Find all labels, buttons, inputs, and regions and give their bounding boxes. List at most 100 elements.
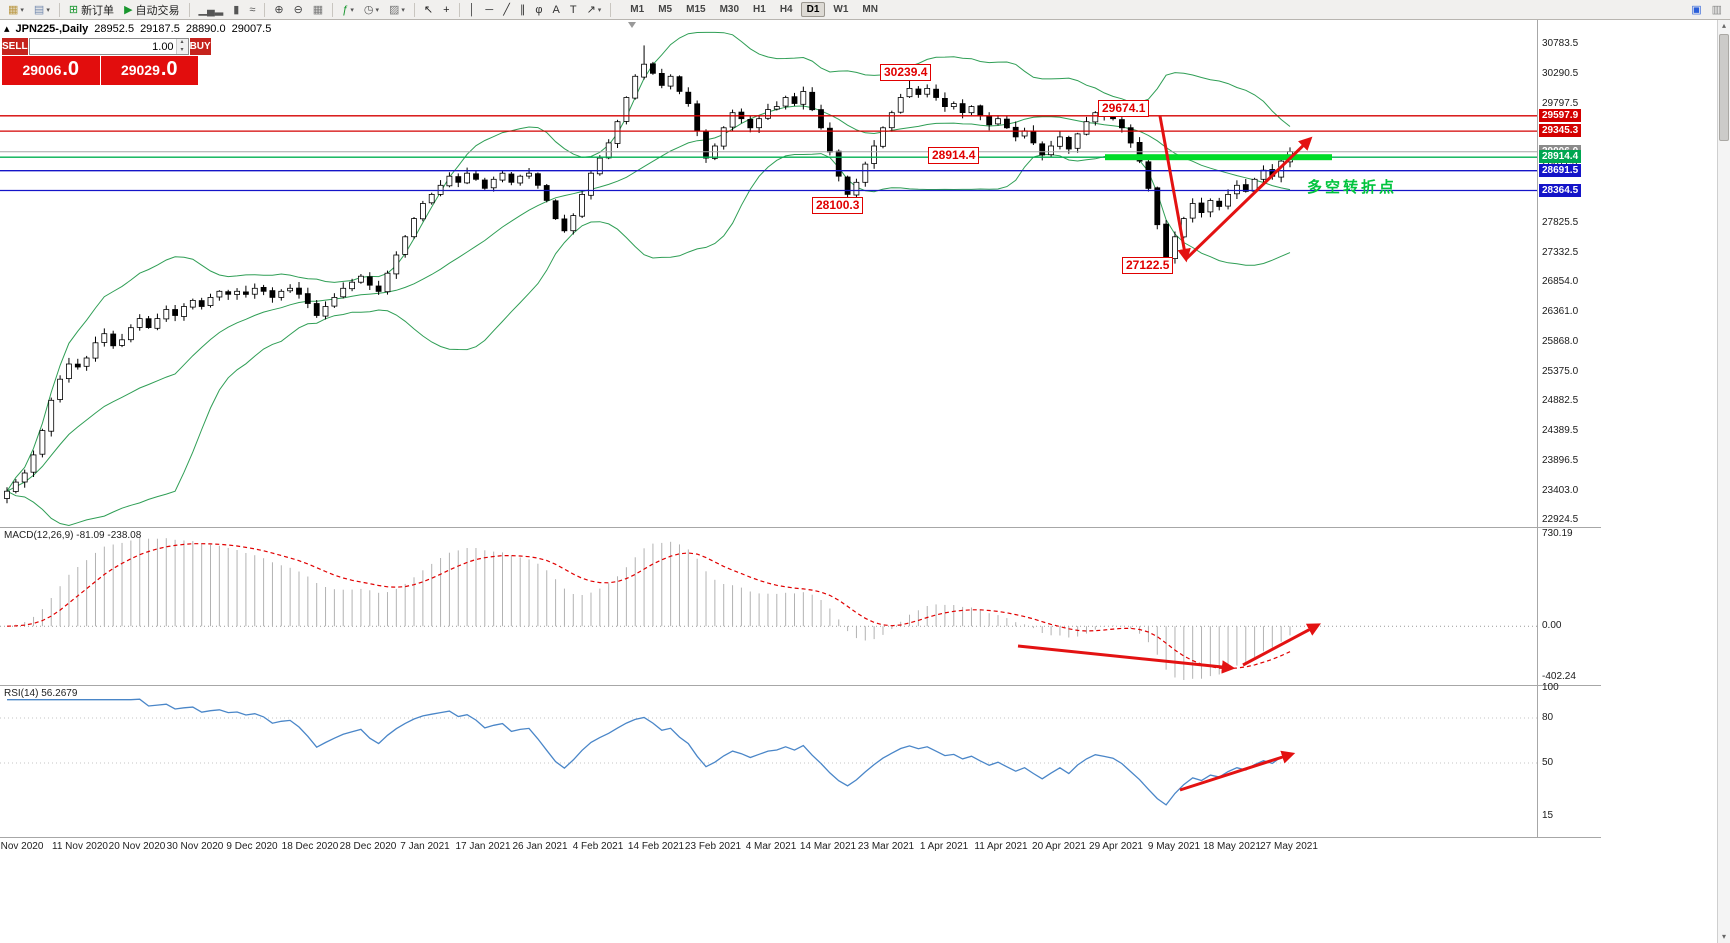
- vertical-scrollbar[interactable]: ▴ ▾: [1717, 19, 1730, 943]
- scroll-up-icon[interactable]: ▴: [1721, 21, 1726, 30]
- price-tick: 22924.5: [1542, 514, 1579, 525]
- new-order-button[interactable]: ⊞ 新订单: [65, 1, 118, 19]
- arrows-tool-icon: ↗: [586, 3, 596, 16]
- date-label: 11 Nov 2020: [52, 841, 108, 852]
- candlestick-chart-icon[interactable]: ▮: [229, 1, 243, 19]
- horizontal-line-icon[interactable]: ─: [481, 1, 497, 19]
- tile-windows-icon: ▦: [312, 3, 324, 16]
- date-label: 23 Feb 2021: [684, 841, 742, 852]
- rsi-indicator-chart[interactable]: [0, 686, 1537, 838]
- auto-trading-button-label: 自动交易: [135, 4, 180, 17]
- timeframe-mn[interactable]: MN: [862, 4, 878, 15]
- timeframe-w1[interactable]: W1: [833, 4, 849, 15]
- timeframe-group: M1 M5 M15 M30 H1 H4 D1 W1 MN: [623, 2, 885, 17]
- date-label: 4 Feb 2021: [572, 841, 624, 852]
- toolbar-separator: [188, 2, 190, 17]
- toolbar-separator: [610, 2, 612, 17]
- timeframe-m15[interactable]: M15: [686, 4, 706, 15]
- price-badge-red: 29345.3: [1539, 124, 1582, 137]
- one-click-trading-panel: SELL ▴ ▾ BUY 29006.0 29029.0: [2, 38, 211, 85]
- pane-separator[interactable]: [0, 837, 1601, 838]
- timeframe-m30[interactable]: M30: [719, 4, 740, 15]
- vertical-line-icon: │: [468, 3, 476, 16]
- ohlc-high: 29187.5: [140, 22, 180, 35]
- timeframe-d1[interactable]: D1: [800, 2, 826, 17]
- sell-button-label: SELL: [2, 41, 28, 52]
- timeframe-m1[interactable]: M1: [630, 4, 645, 15]
- sell-price[interactable]: 29006.0: [2, 56, 100, 85]
- volume-decrease-icon[interactable]: ▾: [176, 46, 188, 54]
- date-label: 26 Jan 2021: [512, 841, 568, 852]
- macd-indicator-chart[interactable]: [0, 528, 1537, 685]
- price-tick: 23403.0: [1542, 485, 1579, 496]
- price-digits: .0: [160, 58, 178, 80]
- buy-button[interactable]: BUY: [189, 38, 211, 55]
- timeframe-m5[interactable]: M5: [658, 4, 673, 15]
- price-tick: 30783.5: [1542, 38, 1579, 49]
- indicators-icon: ƒ: [342, 3, 349, 16]
- price-tick: 26854.0: [1542, 276, 1579, 287]
- tile-windows-icon[interactable]: ▦: [309, 1, 327, 19]
- new-chart-icon: ▦: [8, 3, 19, 16]
- trendline-icon[interactable]: ╱: [499, 1, 514, 19]
- time-axis[interactable]: Nov 2020 11 Nov 2020 20 Nov 2020 30 Nov 202…: [0, 838, 1537, 857]
- zoom-out-icon[interactable]: ⊖: [290, 1, 307, 19]
- horizontal-line-icon: ─: [485, 3, 494, 16]
- periods-icon[interactable]: ◷ ▾: [360, 1, 383, 19]
- zoom-in-icon[interactable]: ⊕: [270, 1, 287, 19]
- channel-icon[interactable]: ∥: [516, 1, 530, 19]
- cursor-icon: ↖: [423, 3, 434, 16]
- pane-separator[interactable]: [0, 685, 1601, 686]
- vertical-line-icon[interactable]: │: [465, 1, 480, 19]
- dropdown-caret-icon: ▾: [46, 6, 50, 14]
- macd-label: MACD(12,26,9) -81.09 -238.08: [4, 530, 142, 541]
- bar-chart-icon[interactable]: ▁▄▂: [195, 1, 228, 19]
- crosshair-icon: +: [443, 3, 450, 16]
- price-axis[interactable]: 30783.530290.529797.529304.528811.528318…: [1538, 19, 1618, 943]
- main-price-chart[interactable]: [0, 19, 1537, 528]
- sell-button[interactable]: SELL: [2, 38, 28, 55]
- price-badge-red: 29597.9: [1539, 109, 1582, 122]
- candlestick-chart-icon: ▮: [233, 3, 240, 16]
- date-label: 18 May 2021: [1203, 841, 1261, 852]
- interface-icon[interactable]: ▥: [1708, 1, 1726, 19]
- templates-icon: ▨: [388, 3, 400, 16]
- scrollbar-thumb[interactable]: [1719, 34, 1729, 141]
- date-label: 17 Jan 2021: [455, 841, 511, 852]
- new-chart-icon[interactable]: ▦ ▾: [4, 1, 28, 19]
- templates-icon[interactable]: ▨ ▾: [385, 1, 409, 19]
- chart-profiles-icon[interactable]: ▤ ▾: [30, 1, 54, 19]
- date-label: 30 Nov 2020: [166, 841, 224, 852]
- arrows-tool-icon[interactable]: ↗ ▾: [583, 1, 606, 19]
- bar-chart-icon: ▁▄▂: [198, 3, 224, 16]
- buy-price[interactable]: 29029.0: [100, 56, 198, 85]
- text-icon[interactable]: A: [548, 1, 563, 19]
- indicators-icon[interactable]: ƒ ▾: [338, 1, 358, 19]
- auto-trading-button[interactable]: ▶ 自动交易: [120, 1, 183, 19]
- auto-trading-button: ▶: [124, 3, 133, 16]
- volume-increase-icon[interactable]: ▴: [176, 39, 188, 47]
- news-icon[interactable]: ▣: [1687, 1, 1705, 19]
- timeframe-h4[interactable]: H4: [779, 4, 793, 15]
- fibonacci-icon[interactable]: φ: [531, 1, 546, 19]
- date-label: 4 Mar 2021: [745, 841, 797, 852]
- fibonacci-icon: φ: [535, 3, 543, 16]
- date-label: 14 Mar 2021: [799, 841, 857, 852]
- line-chart-icon[interactable]: ≈: [245, 1, 259, 19]
- new-order-button: ⊞: [68, 3, 79, 16]
- trendline-icon: ╱: [503, 3, 510, 16]
- pane-separator[interactable]: [0, 527, 1601, 528]
- label-icon[interactable]: T: [566, 1, 581, 19]
- channel-icon: ∥: [519, 3, 526, 16]
- timeframe-h1[interactable]: H1: [753, 4, 766, 15]
- scroll-down-icon[interactable]: ▾: [1721, 932, 1726, 941]
- date-label: 11 Apr 2021: [974, 841, 1028, 852]
- rsi-label: RSI(14) 56.2679: [4, 688, 78, 699]
- cursor-icon[interactable]: ↖: [420, 1, 437, 19]
- text-icon: A: [552, 3, 560, 16]
- crosshair-icon[interactable]: +: [439, 1, 453, 19]
- collapse-arrow-icon[interactable]: ▴: [4, 23, 10, 35]
- new-order-button-label: 新订单: [81, 4, 115, 17]
- price-badge-green: 28914.4: [1539, 150, 1582, 163]
- volume-input[interactable]: [29, 39, 176, 54]
